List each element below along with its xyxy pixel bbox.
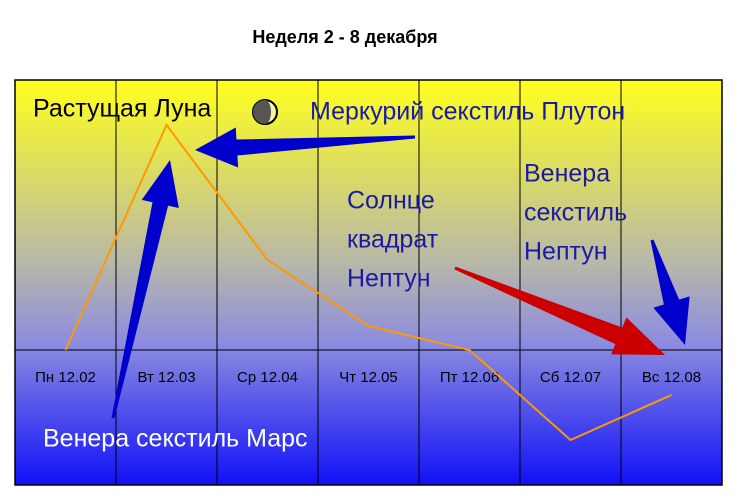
- chart-title: Неделя 2 - 8 декабря: [252, 27, 437, 47]
- annotation: Меркурий секстиль Плутон: [310, 98, 625, 126]
- x-tick-label: Вс 12.08: [642, 369, 701, 386]
- annotation: Венера секстиль Марс: [43, 425, 308, 453]
- annotation: Нептун: [347, 265, 431, 293]
- x-tick-label: Чт 12.05: [339, 369, 398, 386]
- annotation: Солнце: [347, 187, 435, 215]
- arrow: [195, 127, 416, 168]
- arrow: [454, 266, 665, 355]
- x-tick-label: Сб 12.07: [540, 369, 601, 386]
- annotation: Растущая Луна: [33, 95, 211, 123]
- arrow: [111, 160, 179, 419]
- annotation: Венера: [524, 160, 610, 188]
- plot-area: [14, 79, 723, 486]
- x-tick-label: Пн 12.02: [35, 369, 96, 386]
- annotation: секстиль: [524, 199, 627, 227]
- moon-shadow: [253, 100, 271, 124]
- x-tick-label: Ср 12.04: [237, 369, 298, 386]
- x-tick-label: Пт 12.06: [440, 369, 499, 386]
- x-tick-label: Вт 12.03: [137, 369, 195, 386]
- annotation: Нептун: [524, 238, 608, 266]
- annotation: квадрат: [347, 226, 439, 254]
- data-line: [64, 123, 672, 442]
- arrow: [650, 239, 690, 345]
